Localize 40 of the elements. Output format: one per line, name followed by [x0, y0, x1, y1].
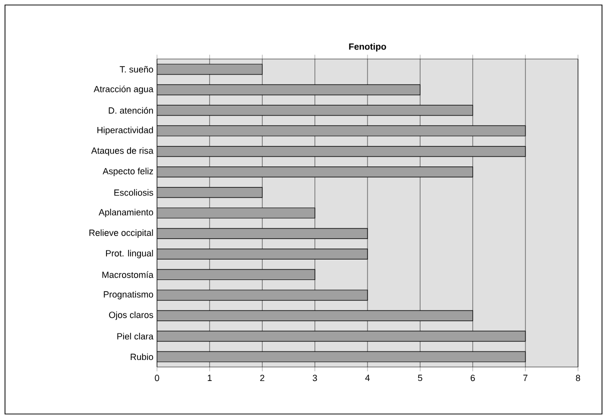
- y-tick-label: Atracción agua: [94, 86, 154, 94]
- y-tick-label: Macrostomía: [102, 271, 154, 278]
- bar: [157, 351, 526, 362]
- x-tick-label: 5: [418, 374, 422, 382]
- bar: [157, 84, 420, 96]
- x-tick-label: 4: [365, 374, 370, 381]
- chart-title: Fenotipo: [349, 43, 386, 52]
- x-tick-label: 0: [154, 374, 160, 382]
- y-tick-label: Aspecto feliz: [102, 168, 154, 176]
- y-tick-label: Prot. lingual: [106, 250, 153, 258]
- bar: [157, 310, 474, 322]
- x-tick-label: 8: [576, 374, 580, 382]
- bar: [157, 146, 526, 157]
- bar: [157, 166, 474, 178]
- y-tick-label: Ataques de risa: [91, 147, 154, 156]
- bar: [157, 125, 526, 136]
- x-tick-label: 6: [470, 374, 475, 382]
- x-tick-label: 1: [208, 374, 212, 381]
- bar: [157, 208, 316, 218]
- bar: [157, 187, 263, 198]
- bar: [157, 228, 368, 239]
- bar: [157, 64, 263, 75]
- x-tick-label: 2: [260, 374, 264, 382]
- bar: [157, 330, 526, 342]
- y-tick-label: Relieve occipital: [89, 229, 153, 238]
- bar: [157, 104, 474, 116]
- y-tick-label: Ojos claros: [109, 311, 154, 320]
- bar: [157, 248, 368, 260]
- bar: [157, 290, 368, 301]
- x-tick-label: 3: [312, 374, 317, 382]
- y-tick-label: Aplanamiento: [98, 208, 154, 218]
- y-tick-label: Piel clara: [117, 332, 154, 340]
- y-tick-label: Hiperactividad: [97, 126, 153, 136]
- bar: [157, 269, 316, 280]
- y-tick-label: Rubio: [130, 353, 154, 360]
- x-tick-label: 7: [523, 374, 528, 381]
- y-tick-label: D. atención: [108, 106, 153, 114]
- y-tick-label: Escoliosis: [114, 189, 154, 196]
- y-tick-label: Prognatismo: [104, 290, 154, 300]
- y-tick-label: T. sueño: [120, 66, 154, 73]
